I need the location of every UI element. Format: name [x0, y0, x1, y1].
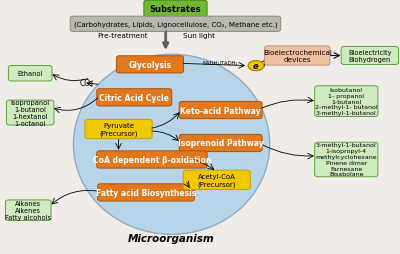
Text: Citric Acid Cycle: Citric Acid Cycle	[99, 93, 169, 102]
FancyBboxPatch shape	[85, 120, 152, 139]
Text: Glycolysis: Glycolysis	[128, 61, 172, 70]
FancyBboxPatch shape	[97, 151, 207, 168]
Text: Sun light: Sun light	[183, 33, 215, 39]
FancyBboxPatch shape	[179, 102, 262, 119]
Text: Isopropanol
1-butanol
1-hextanol
1-octanol: Isopropanol 1-butanol 1-hextanol 1-octan…	[11, 100, 50, 126]
FancyBboxPatch shape	[97, 89, 172, 106]
Text: Isobutanol
1- propanol
1-butanol
2-methyl-1- butanol
3-methyl-1-butanol: Isobutanol 1- propanol 1-butanol 2-methy…	[315, 88, 378, 116]
Text: e: e	[253, 62, 259, 71]
FancyBboxPatch shape	[116, 57, 184, 74]
Text: Keto-acid Pathway: Keto-acid Pathway	[180, 106, 261, 115]
Text: 3-methyl-1-butanol
1-isopropyl-4
methylcyclohexane
Pinene dimer
Farnesane
Bisabo: 3-methyl-1-butanol 1-isopropyl-4 methylc…	[316, 143, 377, 177]
Text: Acetyl-CoA
(Precursor): Acetyl-CoA (Precursor)	[198, 173, 236, 187]
Text: Fatty acid Biosynthesis: Fatty acid Biosynthesis	[96, 188, 196, 197]
Text: Isoprenoid Pathway: Isoprenoid Pathway	[178, 139, 264, 148]
FancyBboxPatch shape	[8, 66, 52, 82]
FancyBboxPatch shape	[70, 17, 281, 32]
Text: Pre-treatment: Pre-treatment	[97, 33, 148, 39]
FancyBboxPatch shape	[6, 101, 54, 125]
FancyBboxPatch shape	[144, 1, 207, 18]
FancyBboxPatch shape	[183, 170, 250, 190]
Text: Substrates: Substrates	[150, 5, 201, 14]
Text: Pyruvate
(Precursor): Pyruvate (Precursor)	[99, 123, 138, 136]
Text: Alkanes
Alkenes
Fatty alcohols: Alkanes Alkenes Fatty alcohols	[5, 200, 51, 220]
Text: Ethanol: Ethanol	[18, 71, 43, 77]
Text: CoA dependent β-oxidation: CoA dependent β-oxidation	[93, 155, 211, 164]
Text: CO₂: CO₂	[80, 79, 94, 88]
Text: Microorganism: Microorganism	[128, 233, 215, 243]
FancyBboxPatch shape	[341, 47, 398, 65]
FancyBboxPatch shape	[315, 86, 378, 117]
Text: NADH₂/TADH₂: NADH₂/TADH₂	[203, 61, 238, 66]
Text: (Carbohydrates, Lipids, Lignocellulose, CO₂, Methane etc.): (Carbohydrates, Lipids, Lignocellulose, …	[74, 21, 277, 28]
Text: Bioelectricity
Biohydrogen: Bioelectricity Biohydrogen	[348, 50, 392, 63]
FancyBboxPatch shape	[315, 143, 378, 177]
Text: Bioelectrochemical
devices: Bioelectrochemical devices	[263, 50, 332, 63]
FancyBboxPatch shape	[6, 200, 51, 220]
FancyBboxPatch shape	[98, 184, 194, 201]
Circle shape	[248, 61, 264, 71]
FancyBboxPatch shape	[179, 135, 262, 152]
FancyBboxPatch shape	[265, 47, 330, 66]
Ellipse shape	[73, 55, 270, 234]
